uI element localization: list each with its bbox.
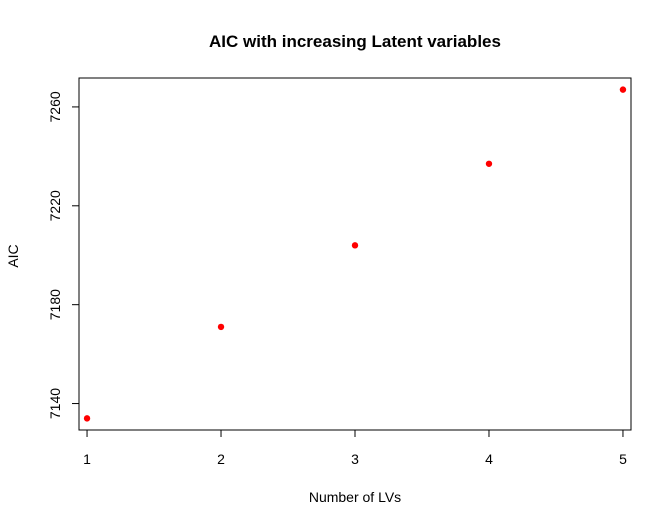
- x-tick-label: 3: [351, 451, 359, 467]
- y-tick-label: 7180: [47, 289, 63, 320]
- chart-title: AIC with increasing Latent variables: [209, 32, 501, 51]
- y-tick-label: 7260: [47, 91, 63, 122]
- x-tick-label: 5: [619, 451, 627, 467]
- y-axis: 7140 7180 7220 7260: [47, 91, 80, 419]
- data-point: [619, 86, 627, 93]
- data-point: [83, 415, 91, 422]
- y-tick-label: 7140: [47, 388, 63, 419]
- y-axis-label: AIC: [5, 244, 21, 267]
- y-tick-label: 7220: [47, 190, 63, 221]
- x-tick-label: 1: [83, 451, 91, 467]
- data-points: [83, 86, 627, 422]
- x-tick-label: 2: [217, 451, 225, 467]
- x-axis: 1 2 3 4 5: [83, 429, 627, 467]
- x-axis-label: Number of LVs: [309, 489, 401, 505]
- x-tick-label: 4: [485, 451, 493, 467]
- data-point: [217, 323, 225, 331]
- data-point: [351, 242, 359, 249]
- data-point: [485, 160, 493, 167]
